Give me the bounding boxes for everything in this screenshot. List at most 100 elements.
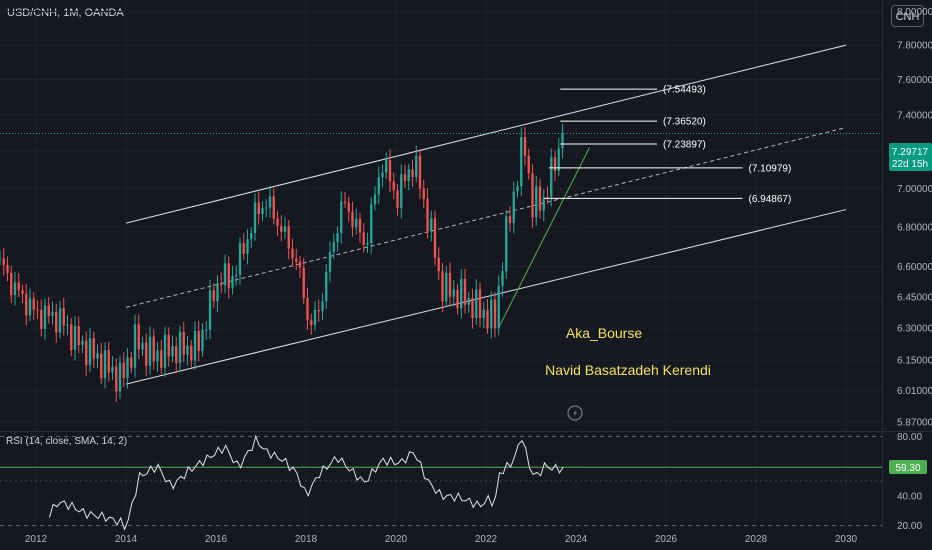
candle-body: [418, 155, 422, 189]
candle-body: [178, 331, 182, 363]
grid-lines: [0, 0, 882, 530]
price-axis-label: 7.40000: [897, 110, 932, 121]
rsi-badge: 59.30: [889, 460, 927, 474]
candle-body: [190, 345, 193, 361]
price-axis-label: 6.01000: [897, 386, 932, 397]
time-axis-label: 2012: [25, 534, 48, 545]
candle-body: [437, 257, 440, 272]
candles: [0, 124, 564, 403]
candle-body: [298, 261, 302, 268]
candle-body: [561, 133, 564, 149]
candle-body: [407, 169, 410, 181]
candle-body: [81, 340, 84, 346]
price-badge: 7.29717 22d 15h: [889, 143, 932, 171]
candle-body: [265, 207, 268, 209]
channel-lines: [0, 44, 882, 385]
candle-body: [208, 290, 212, 330]
candle-body: [535, 186, 538, 218]
rsi-axis-label: 20.00: [897, 521, 922, 532]
candle-body: [62, 308, 65, 326]
lightning-icon[interactable]: [567, 405, 583, 421]
candle-body: [340, 201, 343, 234]
candle-body: [238, 243, 242, 275]
candle-body: [92, 338, 95, 359]
time-axis-label: 2018: [295, 534, 318, 545]
price-axis-label: 7.00000: [897, 184, 932, 195]
candle-body: [358, 218, 362, 233]
candle-body: [137, 324, 140, 350]
candle-body: [160, 350, 163, 368]
candle-body: [351, 211, 354, 228]
candle-body: [456, 289, 459, 309]
candle-body: [317, 309, 320, 312]
watermark-line2: Navid Basatzadeh Kerendi: [545, 362, 711, 378]
time-axis-label: 2016: [205, 534, 228, 545]
candle-body: [553, 157, 557, 171]
candle-body: [13, 282, 17, 296]
candle-body: [523, 137, 527, 156]
candle-body: [478, 289, 482, 318]
candle-body: [0, 258, 2, 260]
candle-body: [77, 326, 80, 346]
candle-body: [152, 336, 155, 362]
rsi-axis-label: 40.00: [897, 491, 922, 502]
price-axis-label: 5.87000: [897, 417, 932, 428]
candle-body: [426, 198, 429, 232]
candle-body: [516, 186, 519, 192]
candle-body: [550, 157, 553, 197]
level-label: (7.54493): [663, 85, 706, 96]
candle-body: [107, 350, 110, 373]
candle-body: [493, 299, 497, 329]
candle-body: [167, 334, 170, 357]
candle-body: [366, 243, 369, 245]
candle-body: [332, 242, 335, 252]
candle-body: [501, 271, 504, 286]
channel-middle-line[interactable]: [125, 127, 847, 308]
candle-body: [508, 216, 512, 223]
price-badge-value: 7.29717: [892, 147, 929, 158]
candle-body: [231, 276, 234, 288]
candle-body: [216, 283, 219, 302]
rsi-line[interactable]: [49, 434, 564, 531]
candle-body: [182, 331, 185, 355]
candle-body: [343, 201, 347, 203]
candle-body: [475, 289, 478, 318]
candle-body: [422, 188, 425, 199]
candle-body: [103, 350, 107, 379]
candle-body: [70, 324, 73, 350]
candle-body: [32, 298, 35, 310]
price-axis-label: 7.60000: [897, 75, 932, 86]
candle-body: [2, 258, 5, 266]
candle-body: [362, 232, 365, 245]
candle-body: [201, 329, 204, 351]
channel-lower-line[interactable]: [125, 209, 847, 385]
candle-body: [100, 353, 103, 379]
channel-upper-line[interactable]: [125, 44, 847, 224]
candle-body: [272, 196, 275, 219]
time-axis-label: 2026: [655, 534, 678, 545]
watermark-line1: Aka_Bourse: [566, 325, 642, 341]
candle-body: [171, 346, 174, 357]
candle-body: [321, 301, 324, 312]
rsi-header[interactable]: RSI (14, close, SMA, 14, 2): [6, 436, 127, 447]
candle-body: [403, 174, 407, 181]
candle-body: [388, 159, 392, 182]
candle-body: [28, 298, 32, 316]
candle-body: [212, 290, 215, 302]
candle-body: [21, 290, 24, 294]
candle-body: [133, 324, 137, 368]
currency-button[interactable]: CNH: [891, 5, 924, 27]
candle-body: [122, 362, 125, 379]
candle-body: [66, 324, 69, 326]
level-label: (7.10979): [749, 163, 792, 174]
candle-body: [295, 258, 298, 262]
candle-body: [43, 305, 47, 329]
rsi-panel: [0, 434, 882, 531]
candle-body: [51, 312, 54, 316]
trendline[interactable]: [499, 147, 590, 327]
candle-body: [261, 208, 264, 215]
candle-body: [96, 353, 99, 359]
candle-body: [235, 274, 238, 277]
candle-body: [197, 330, 200, 351]
